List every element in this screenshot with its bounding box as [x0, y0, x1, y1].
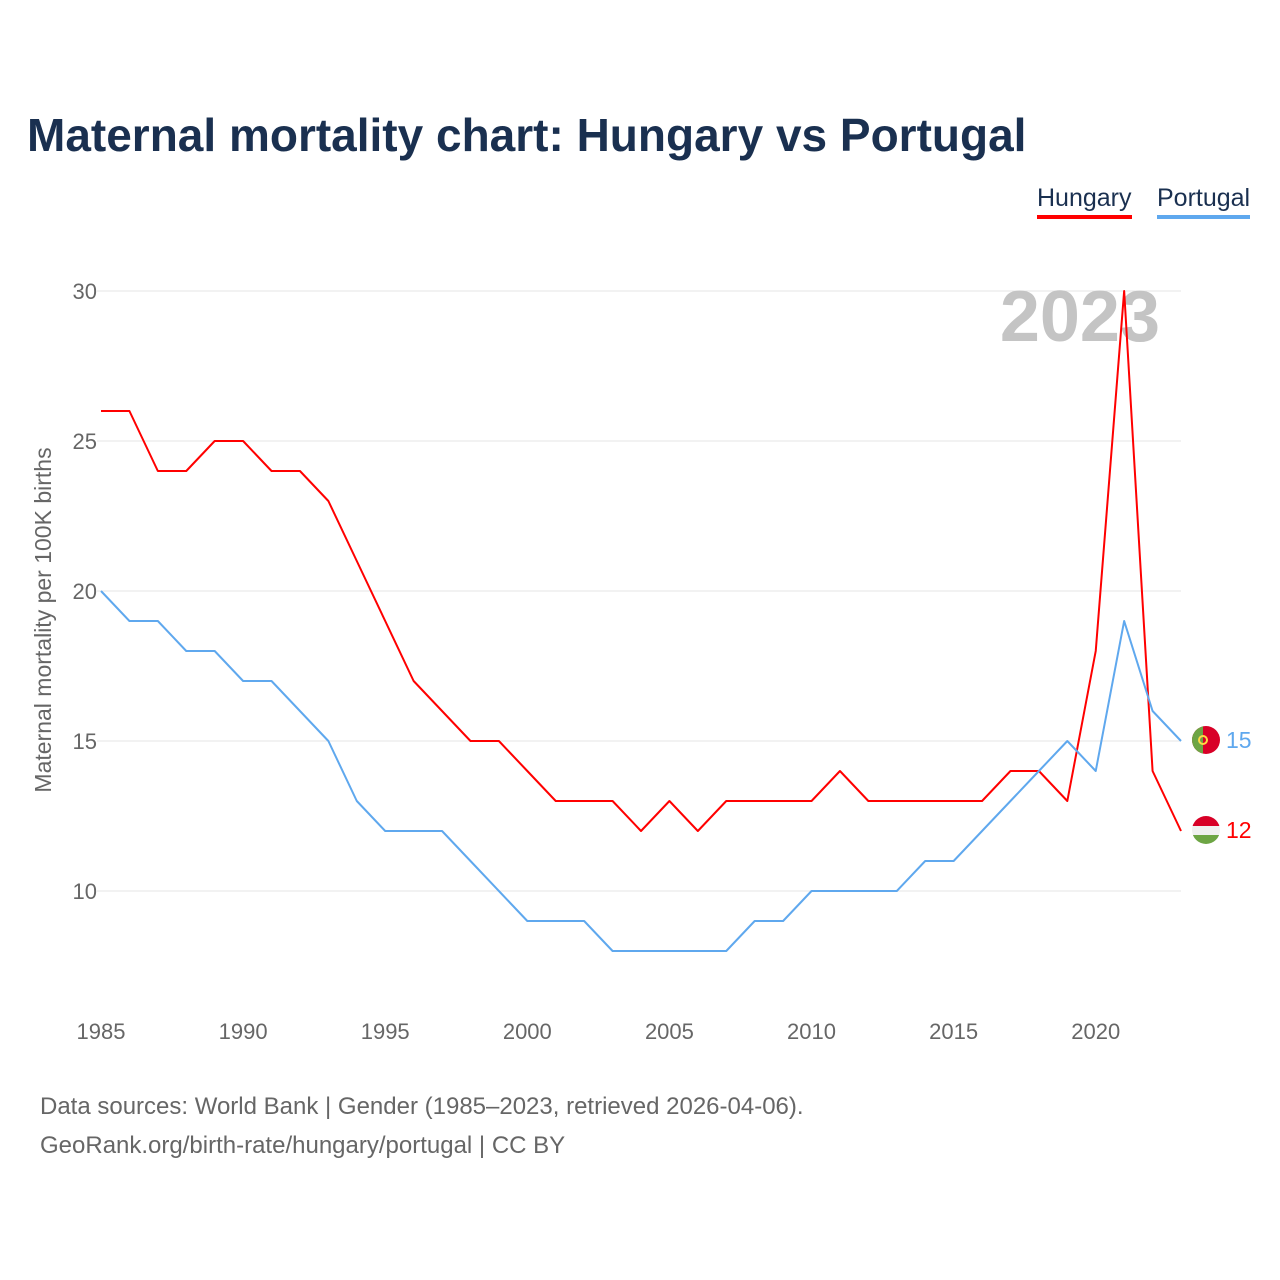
series-line-hungary [101, 290, 1182, 832]
series-line-portugal [100, 590, 1182, 952]
x-tick-label: 1995 [361, 1019, 410, 1044]
chart-title: Maternal mortality chart: Hungary vs Por… [27, 109, 1027, 161]
year-watermark: 2023 [1000, 277, 1160, 357]
x-tick-label: 1990 [219, 1019, 268, 1044]
hungary-end-label: 12 [1226, 817, 1252, 843]
portugal-flag-icon [1192, 726, 1220, 754]
source-note: Data sources: World Bank | Gender (1985–… [40, 1087, 804, 1165]
x-tick-label: 2005 [645, 1019, 694, 1044]
y-axis-label: Maternal mortality per 100K births [30, 447, 56, 792]
y-tick-label: 25 [73, 429, 97, 454]
source-line-2[interactable]: GeoRank.org/birth-rate/hungary/portugal … [40, 1132, 566, 1159]
x-tick-label: 2015 [929, 1019, 978, 1044]
y-tick-label: 30 [73, 279, 97, 304]
y-tick-label: 15 [73, 729, 97, 754]
legend-hungary[interactable]: Hungary [1037, 184, 1132, 219]
legend-portugal[interactable]: Portugal [1157, 184, 1251, 219]
x-tick-label: 2010 [787, 1019, 836, 1044]
hungary-flag-icon [1192, 816, 1220, 844]
y-tick-label: 10 [73, 879, 97, 904]
y-tick-label: 20 [73, 579, 97, 604]
source-line-1: Data sources: World Bank | Gender (1985–… [40, 1093, 804, 1120]
x-tick-label: 1985 [77, 1019, 126, 1044]
x-tick-label: 2020 [1071, 1019, 1120, 1044]
portugal-end-label: 15 [1226, 727, 1252, 753]
x-tick-label: 2000 [503, 1019, 552, 1044]
